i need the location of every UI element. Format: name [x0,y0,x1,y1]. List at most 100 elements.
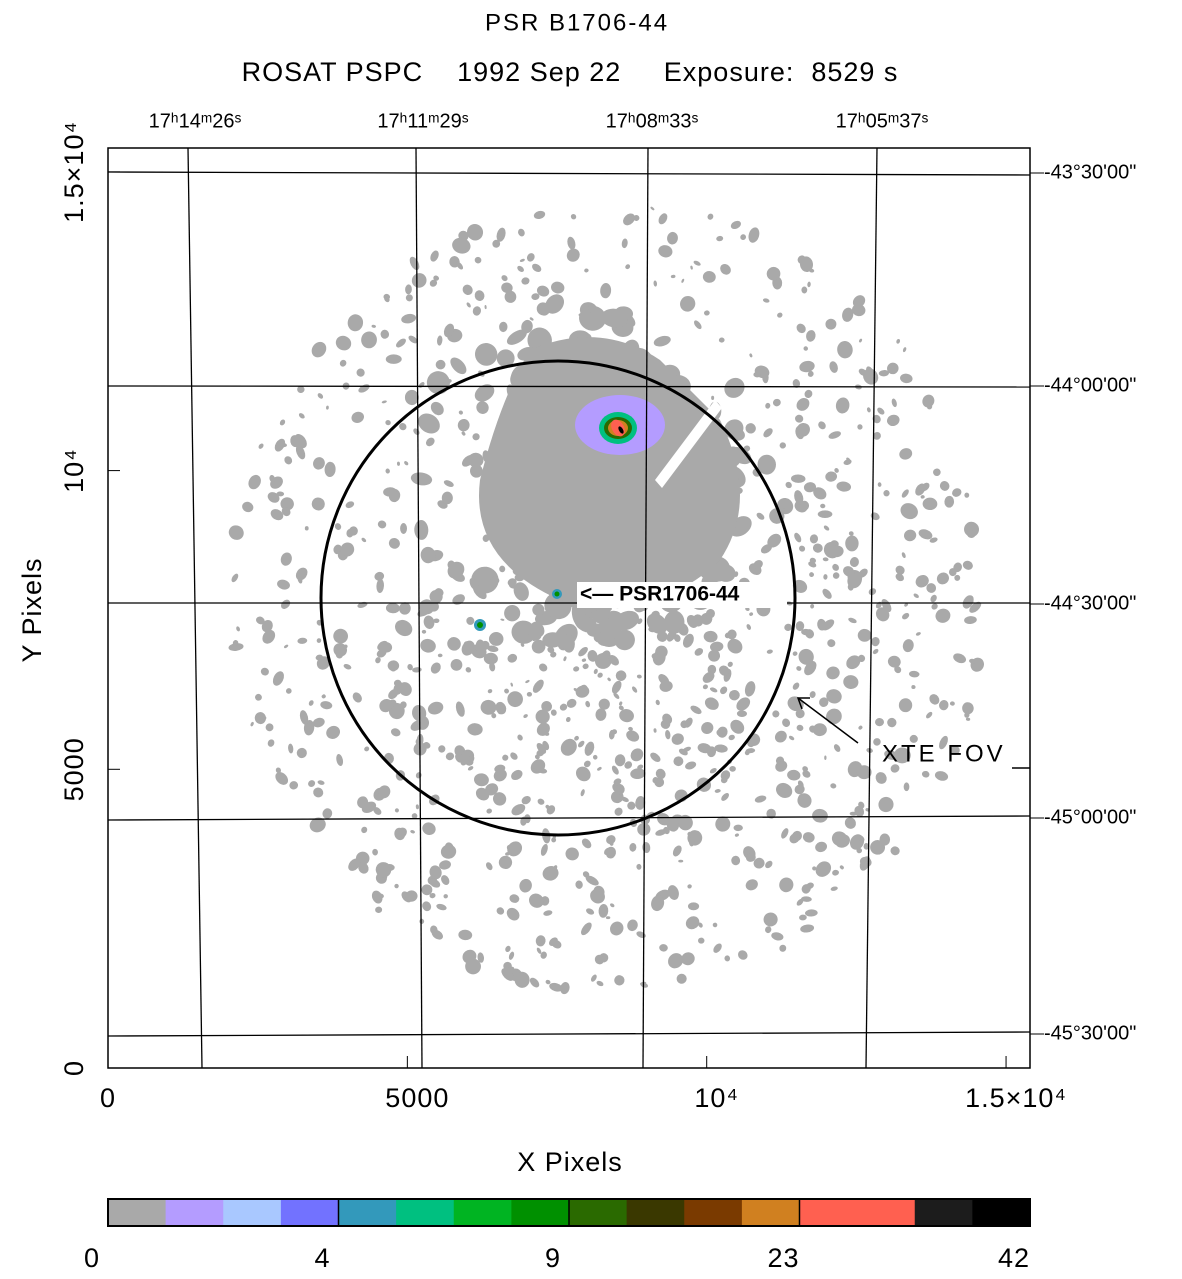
emission-blob [796,666,802,671]
emission-blob [802,832,815,843]
emission-blob [411,273,427,288]
emission-blob [856,765,872,780]
emission-blob [799,360,815,373]
emission-blob [496,349,515,368]
emission-blob [474,773,489,787]
emission-blob [455,701,465,717]
emission-blob [650,206,655,211]
emission-blob [405,294,413,302]
emission-blob [953,653,967,664]
emission-blob [536,285,550,297]
emission-blob [430,662,441,674]
emission-blob [923,578,929,586]
emission-blob [802,766,808,772]
emission-blob [380,329,390,339]
emission-blob [288,743,294,754]
emission-blob [936,572,949,585]
emission-blob [335,335,352,351]
emission-blob [280,552,292,566]
emission-blob [563,656,567,662]
emission-blob [727,661,733,667]
emission-blob [398,682,412,696]
emission-blob [796,898,804,906]
colorbar-label: 9 [545,1243,561,1273]
emission-blob [529,317,534,321]
emission-blob [842,307,854,322]
emission-blob [796,422,810,437]
colorbar-segment [914,1199,973,1226]
emission-blob [420,638,436,653]
emission-blob [526,691,533,697]
emission-blob [513,582,529,601]
emission-blob [809,725,817,733]
emission-blob [732,721,737,727]
emission-blob [819,697,829,707]
chart-subtitle: ROSAT PSPC 1992 Sep 22 Exposure: 8529 s [242,57,899,87]
emission-blob [809,534,819,544]
emission-blob [667,885,679,900]
emission-blob [913,593,919,599]
emission-blob [681,278,685,283]
emission-blob [598,903,609,918]
emission-blob [401,313,417,324]
emission-blob [525,679,530,684]
colorbar-segment [569,1199,628,1226]
emission-blob [465,667,472,673]
emission-blob [658,896,663,901]
emission-blob [834,468,839,473]
emission-blob [311,497,325,511]
emission-blob [335,650,344,659]
emission-blob [236,626,240,632]
emission-blob [414,520,429,540]
emission-blob [962,595,974,609]
emission-blob [703,310,710,316]
emission-blob [326,725,341,739]
emission-blob [267,492,280,503]
colorbar-label: 42 [998,1243,1030,1273]
emission-blob [583,760,591,768]
emission-blob [859,856,871,871]
emission-blob [877,482,882,487]
emission-blob [705,608,715,619]
emission-blob [748,227,760,243]
emission-blob [601,308,628,328]
emission-blob [228,525,244,540]
emission-blob [280,497,294,511]
emission-blob [578,646,588,657]
emission-blob [969,658,976,664]
emission-blob [762,298,770,303]
emission-blob [708,649,721,662]
emission-blob [798,793,806,800]
emission-blob [269,474,276,483]
emission-blob [610,921,624,936]
emission-blob [903,782,910,792]
emission-blob [900,503,918,520]
emission-blob [320,701,333,710]
emission-blob [668,953,684,969]
emission-blob [685,916,700,930]
emission-blob [473,585,487,600]
emission-blob [828,431,841,439]
emission-blob [534,754,540,760]
emission-blob [316,638,322,643]
emission-blob [326,405,329,410]
emission-blob [421,884,433,896]
emission-blob [835,397,850,414]
emission-blob [430,250,439,262]
emission-blob [608,655,619,666]
emission-blob [265,723,274,732]
emission-blob [785,481,792,489]
emission-blob [678,748,688,756]
emission-blob [613,778,622,786]
emission-blob [577,740,585,748]
emission-blob [420,546,436,564]
emission-blob [376,648,387,658]
emission-blob [931,603,938,610]
emission-blob [802,770,811,778]
y-tick-label: 0 [59,1060,89,1076]
emission-blob [624,761,633,769]
emission-blob [763,428,773,438]
emission-blob [394,827,406,841]
emission-blob [830,783,837,789]
emission-blob [284,644,289,649]
